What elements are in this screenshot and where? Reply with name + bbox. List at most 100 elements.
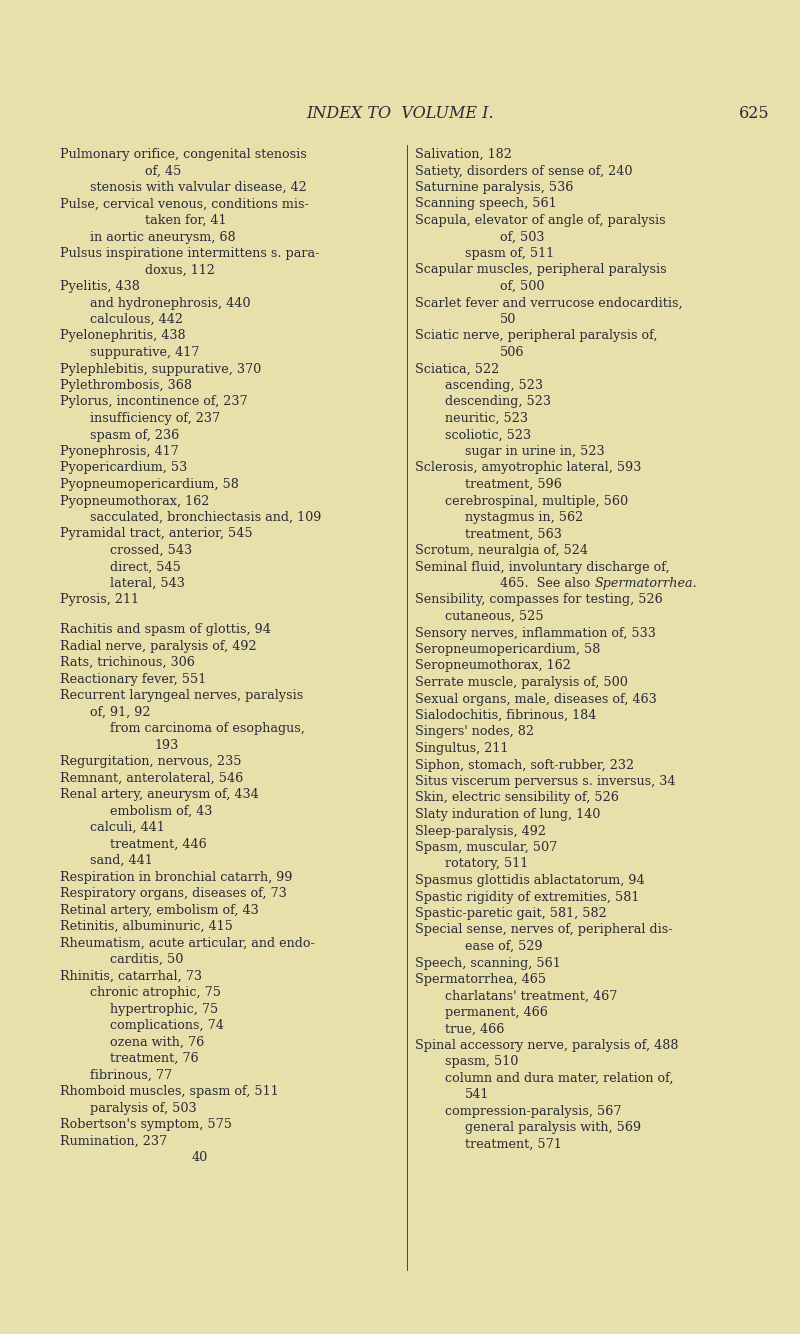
Text: 506: 506 xyxy=(500,346,525,359)
Text: Rumination, 237: Rumination, 237 xyxy=(60,1135,167,1147)
Text: scoliotic, 523: scoliotic, 523 xyxy=(445,428,531,442)
Text: Spermatorrhea, 465: Spermatorrhea, 465 xyxy=(415,972,546,986)
Text: direct, 545: direct, 545 xyxy=(110,560,181,574)
Text: treatment, 446: treatment, 446 xyxy=(110,838,206,851)
Text: Sciatica, 522: Sciatica, 522 xyxy=(415,363,499,375)
Text: stenosis with valvular disease, 42: stenosis with valvular disease, 42 xyxy=(90,181,306,193)
Text: Pulsus inspiratione intermittens s. para-: Pulsus inspiratione intermittens s. para… xyxy=(60,247,319,260)
Text: Respiration in bronchial catarrh, 99: Respiration in bronchial catarrh, 99 xyxy=(60,871,293,883)
Text: Scanning speech, 561: Scanning speech, 561 xyxy=(415,197,557,211)
Text: spasm of, 511: spasm of, 511 xyxy=(465,247,554,260)
Text: Spastic-paretic gait, 581, 582: Spastic-paretic gait, 581, 582 xyxy=(415,907,606,920)
Text: fibrinous, 77: fibrinous, 77 xyxy=(90,1069,172,1082)
Text: Speech, scanning, 561: Speech, scanning, 561 xyxy=(415,956,561,970)
Text: of, 503: of, 503 xyxy=(500,231,545,244)
Text: charlatans' treatment, 467: charlatans' treatment, 467 xyxy=(445,990,618,1002)
Text: 541: 541 xyxy=(465,1089,490,1102)
Text: suppurative, 417: suppurative, 417 xyxy=(90,346,199,359)
Text: Respiratory organs, diseases of, 73: Respiratory organs, diseases of, 73 xyxy=(60,887,286,900)
Text: Seropneumopericardium, 58: Seropneumopericardium, 58 xyxy=(415,643,600,656)
Text: rotatory, 511: rotatory, 511 xyxy=(445,858,528,871)
Text: Sexual organs, male, diseases of, 463: Sexual organs, male, diseases of, 463 xyxy=(415,692,657,706)
Text: complications, 74: complications, 74 xyxy=(110,1019,224,1033)
Text: cerebrospinal, multiple, 560: cerebrospinal, multiple, 560 xyxy=(445,495,628,507)
Text: Salivation, 182: Salivation, 182 xyxy=(415,148,512,161)
Text: Pyelonephritis, 438: Pyelonephritis, 438 xyxy=(60,329,186,343)
Text: Pyramidal tract, anterior, 545: Pyramidal tract, anterior, 545 xyxy=(60,527,253,540)
Text: Pylorus, incontinence of, 237: Pylorus, incontinence of, 237 xyxy=(60,395,248,408)
Text: Robertson's symptom, 575: Robertson's symptom, 575 xyxy=(60,1118,232,1131)
Text: and hydronephrosis, 440: and hydronephrosis, 440 xyxy=(90,296,250,309)
Text: general paralysis with, 569: general paralysis with, 569 xyxy=(465,1122,641,1134)
Text: Slaty induration of lung, 140: Slaty induration of lung, 140 xyxy=(415,808,600,820)
Text: Singultus, 211: Singultus, 211 xyxy=(415,742,508,755)
Text: Pylethrombosis, 368: Pylethrombosis, 368 xyxy=(60,379,192,392)
Text: neuritic, 523: neuritic, 523 xyxy=(445,412,528,426)
Text: treatment, 596: treatment, 596 xyxy=(465,478,562,491)
Text: 465.  See also: 465. See also xyxy=(500,578,594,590)
Text: lateral, 543: lateral, 543 xyxy=(110,578,185,590)
Text: Saturnine paralysis, 536: Saturnine paralysis, 536 xyxy=(415,181,574,193)
Text: Sleep-paralysis, 492: Sleep-paralysis, 492 xyxy=(415,824,546,838)
Text: of, 45: of, 45 xyxy=(145,164,182,177)
Text: Radial nerve, paralysis of, 492: Radial nerve, paralysis of, 492 xyxy=(60,640,257,652)
Text: taken for, 41: taken for, 41 xyxy=(145,213,226,227)
Text: Spastic rigidity of extremities, 581: Spastic rigidity of extremities, 581 xyxy=(415,891,639,903)
Text: Sensibility, compasses for testing, 526: Sensibility, compasses for testing, 526 xyxy=(415,594,662,607)
Text: Pyelitis, 438: Pyelitis, 438 xyxy=(60,280,140,293)
Text: chronic atrophic, 75: chronic atrophic, 75 xyxy=(90,986,221,999)
Text: Retinitis, albuminuric, 415: Retinitis, albuminuric, 415 xyxy=(60,920,233,934)
Text: treatment, 563: treatment, 563 xyxy=(465,527,562,540)
Text: 193: 193 xyxy=(155,739,179,751)
Text: Rheumatism, acute articular, and endo-: Rheumatism, acute articular, and endo- xyxy=(60,936,314,950)
Text: Recurrent laryngeal nerves, paralysis: Recurrent laryngeal nerves, paralysis xyxy=(60,690,303,702)
Text: column and dura mater, relation of,: column and dura mater, relation of, xyxy=(445,1073,674,1085)
Text: Scapula, elevator of angle of, paralysis: Scapula, elevator of angle of, paralysis xyxy=(415,213,666,227)
Text: Scarlet fever and verrucose endocarditis,: Scarlet fever and verrucose endocarditis… xyxy=(415,296,682,309)
Text: paralysis of, 503: paralysis of, 503 xyxy=(90,1102,197,1115)
Text: calculi, 441: calculi, 441 xyxy=(90,822,165,834)
Text: Renal artery, aneurysm of, 434: Renal artery, aneurysm of, 434 xyxy=(60,788,258,802)
Text: carditis, 50: carditis, 50 xyxy=(110,954,183,966)
Text: Satiety, disorders of sense of, 240: Satiety, disorders of sense of, 240 xyxy=(415,164,633,177)
Text: calculous, 442: calculous, 442 xyxy=(90,313,183,325)
Text: Spermatorrhea.: Spermatorrhea. xyxy=(595,578,698,590)
Text: Pyopneumopericardium, 58: Pyopneumopericardium, 58 xyxy=(60,478,239,491)
Text: Pulse, cervical venous, conditions mis-: Pulse, cervical venous, conditions mis- xyxy=(60,197,309,211)
Text: Serrate muscle, paralysis of, 500: Serrate muscle, paralysis of, 500 xyxy=(415,676,628,688)
Text: true, 466: true, 466 xyxy=(445,1022,504,1035)
Text: Pylephlebitis, suppurative, 370: Pylephlebitis, suppurative, 370 xyxy=(60,363,262,375)
Text: Rats, trichinous, 306: Rats, trichinous, 306 xyxy=(60,656,195,670)
Text: 40: 40 xyxy=(192,1151,208,1165)
Text: Spasm, muscular, 507: Spasm, muscular, 507 xyxy=(415,840,558,854)
Text: ease of, 529: ease of, 529 xyxy=(465,940,542,952)
Text: descending, 523: descending, 523 xyxy=(445,395,551,408)
Text: Pyrosis, 211: Pyrosis, 211 xyxy=(60,594,139,607)
Text: spasm, 510: spasm, 510 xyxy=(445,1055,518,1069)
Text: nystagmus in, 562: nystagmus in, 562 xyxy=(465,511,583,524)
Text: Sensory nerves, inflammation of, 533: Sensory nerves, inflammation of, 533 xyxy=(415,627,656,639)
Text: permanent, 466: permanent, 466 xyxy=(445,1006,548,1019)
Text: 50: 50 xyxy=(500,313,516,325)
Text: sugar in urine in, 523: sugar in urine in, 523 xyxy=(465,446,605,458)
Text: hypertrophic, 75: hypertrophic, 75 xyxy=(110,1003,218,1015)
Text: Scrotum, neuralgia of, 524: Scrotum, neuralgia of, 524 xyxy=(415,544,588,558)
Text: Rhomboid muscles, spasm of, 511: Rhomboid muscles, spasm of, 511 xyxy=(60,1085,278,1098)
Text: Rhinitis, catarrhal, 73: Rhinitis, catarrhal, 73 xyxy=(60,970,202,983)
Text: doxus, 112: doxus, 112 xyxy=(145,264,215,276)
Text: Sialodochitis, fibrinous, 184: Sialodochitis, fibrinous, 184 xyxy=(415,708,596,722)
Text: sand, 441: sand, 441 xyxy=(90,854,153,867)
Text: Sciatic nerve, peripheral paralysis of,: Sciatic nerve, peripheral paralysis of, xyxy=(415,329,658,343)
Text: from carcinoma of esophagus,: from carcinoma of esophagus, xyxy=(110,722,305,735)
Text: Spasmus glottidis ablactatorum, 94: Spasmus glottidis ablactatorum, 94 xyxy=(415,874,645,887)
Text: Spinal accessory nerve, paralysis of, 488: Spinal accessory nerve, paralysis of, 48… xyxy=(415,1039,678,1053)
Text: Skin, electric sensibility of, 526: Skin, electric sensibility of, 526 xyxy=(415,791,619,804)
Text: cutaneous, 525: cutaneous, 525 xyxy=(445,610,544,623)
Text: Reactionary fever, 551: Reactionary fever, 551 xyxy=(60,672,206,686)
Text: of, 91, 92: of, 91, 92 xyxy=(90,706,150,719)
Text: Rachitis and spasm of glottis, 94: Rachitis and spasm of glottis, 94 xyxy=(60,623,271,636)
Text: of, 500: of, 500 xyxy=(500,280,545,293)
Text: treatment, 571: treatment, 571 xyxy=(465,1138,562,1151)
Text: ascending, 523: ascending, 523 xyxy=(445,379,543,392)
Text: compression-paralysis, 567: compression-paralysis, 567 xyxy=(445,1105,622,1118)
